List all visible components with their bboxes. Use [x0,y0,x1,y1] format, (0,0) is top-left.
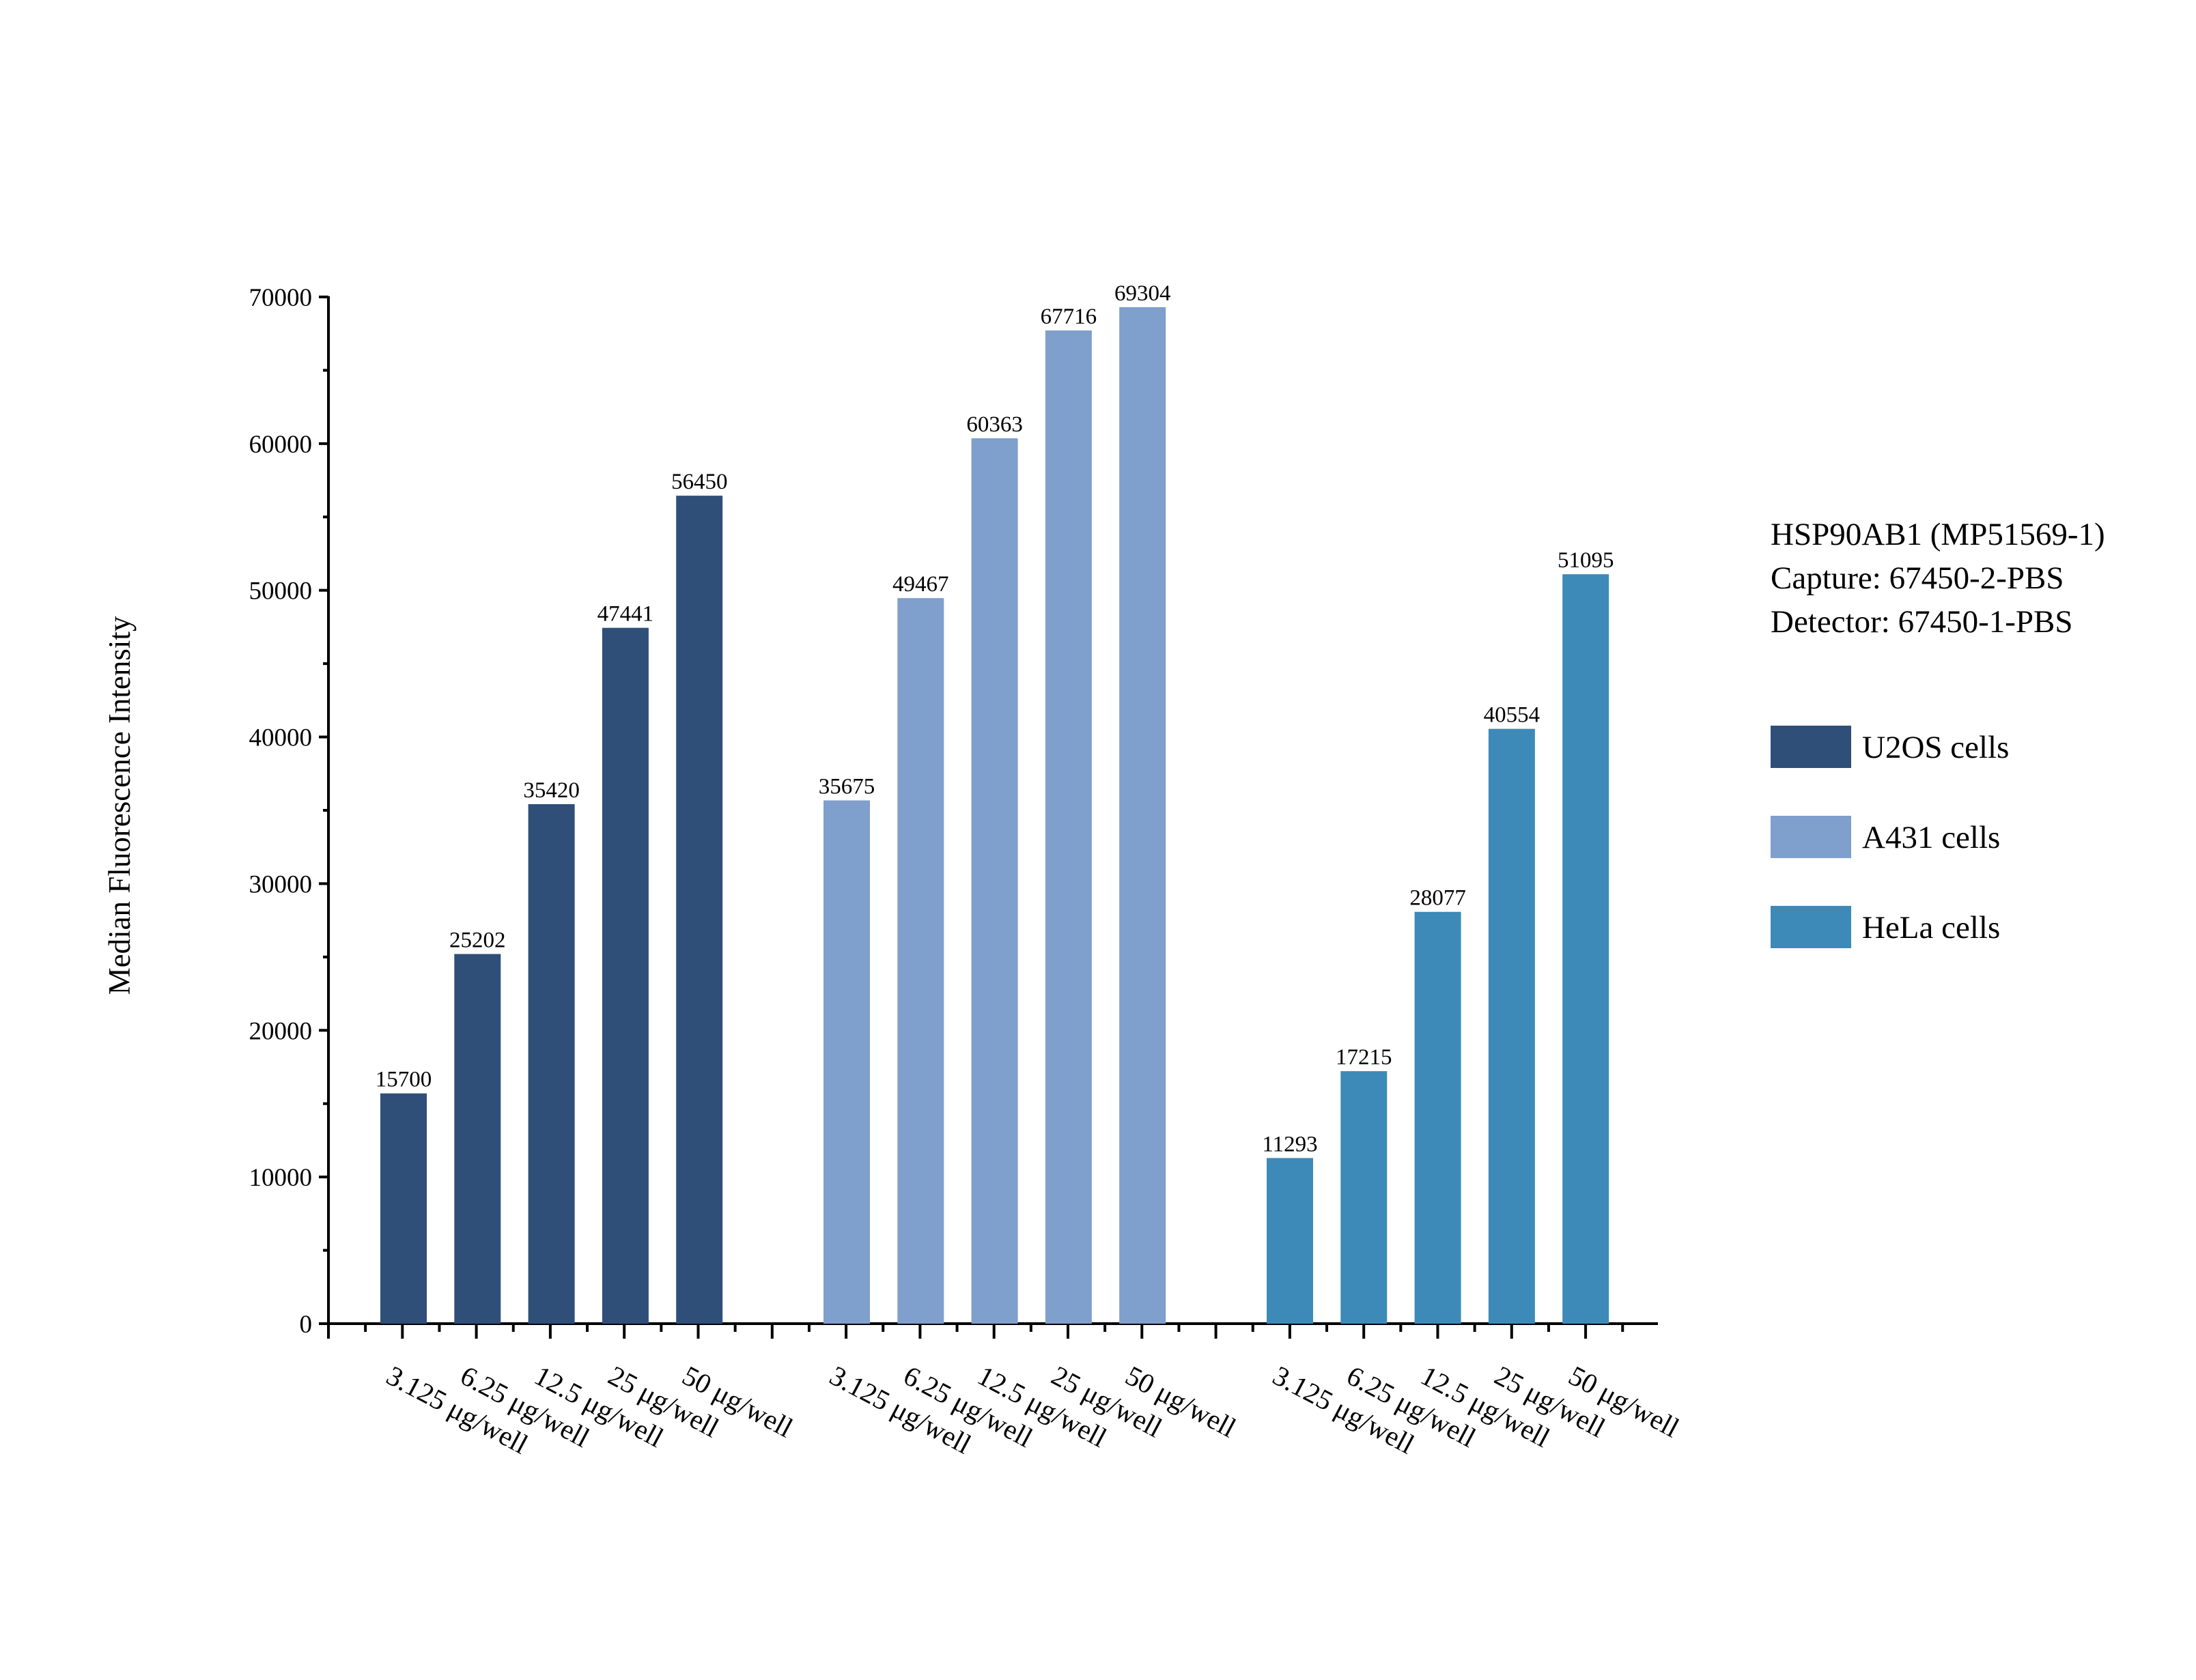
legend-label: U2OS cells [1862,730,2009,765]
bar-value-label: 28077 [1409,886,1466,911]
bar [1414,911,1461,1324]
x-axis [327,1322,1658,1339]
value-labels: 15700 25202 35420 47441 56450 35675 49467 60363… [376,281,1614,1156]
bar [1267,1158,1313,1324]
bar-value-label: 69304 [1114,281,1171,306]
legend-label: A431 cells [1862,820,2000,855]
bar-value-label: 25202 [449,928,506,953]
legend-label: HeLa cells [1862,910,2000,945]
y-tick-label: 50000 [249,578,313,606]
y-axis-title: Median Fluorescence Intensity [102,616,137,995]
legend-title-line: Detector: 67450-1-PBS [1771,604,2073,640]
y-axis: 0 10000 20000 30000 40000 50000 60000 70000 [249,284,330,1339]
bar [528,803,575,1324]
bar-value-label: 47441 [597,602,654,627]
bar-value-label: 17215 [1336,1045,1392,1070]
bar-value-label: 11293 [1262,1132,1317,1156]
bar [380,1093,427,1324]
legend-title-line: HSP90AB1 (MP51569-1) [1771,517,2105,552]
bar-value-label: 60363 [966,412,1023,437]
bar-value-label: 35420 [523,778,580,803]
bar-value-label: 51095 [1558,548,1614,573]
y-tick-label: 70000 [249,284,313,312]
bar-value-label: 67716 [1041,304,1097,329]
bar [676,496,723,1324]
bar [602,627,649,1324]
legend-title-line: Capture: 67450-2-PBS [1771,560,2064,596]
bar-value-label: 49467 [892,572,949,597]
bar [971,438,1018,1324]
y-tick-label: 20000 [249,1017,313,1045]
y-tick-label: 0 [300,1311,313,1339]
bar [1045,330,1092,1324]
legend: HSP90AB1 (MP51569-1) Capture: 67450-2-PBS… [1771,517,2105,948]
bar-value-label: 40554 [1484,703,1540,728]
legend-swatch [1771,726,1851,768]
y-tick-label: 30000 [249,870,313,898]
legend-swatch [1771,816,1851,858]
y-tick-label: 60000 [249,431,313,459]
bar [454,954,501,1324]
y-tick-label: 10000 [249,1164,313,1192]
legend-swatch [1771,906,1851,948]
bar-value-label: 15700 [376,1068,432,1092]
bars [380,307,1609,1324]
bar-value-label: 56450 [671,470,728,494]
bar [1119,307,1166,1324]
bar [824,800,870,1324]
bar [897,598,944,1324]
y-tick-label: 40000 [249,724,313,752]
bar [1562,574,1609,1324]
bar-value-label: 35675 [819,774,875,799]
bar [1488,728,1535,1324]
bar [1340,1071,1388,1324]
